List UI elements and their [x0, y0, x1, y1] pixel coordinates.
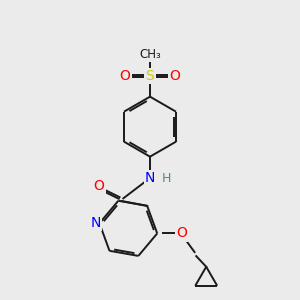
Text: S: S	[146, 69, 154, 83]
Text: N: N	[91, 216, 101, 230]
Text: H: H	[162, 172, 171, 185]
Text: O: O	[120, 69, 130, 83]
Text: O: O	[169, 69, 180, 83]
Text: N: N	[145, 171, 155, 185]
Text: CH₃: CH₃	[139, 48, 161, 61]
Text: O: O	[94, 179, 104, 193]
Text: O: O	[176, 226, 187, 240]
